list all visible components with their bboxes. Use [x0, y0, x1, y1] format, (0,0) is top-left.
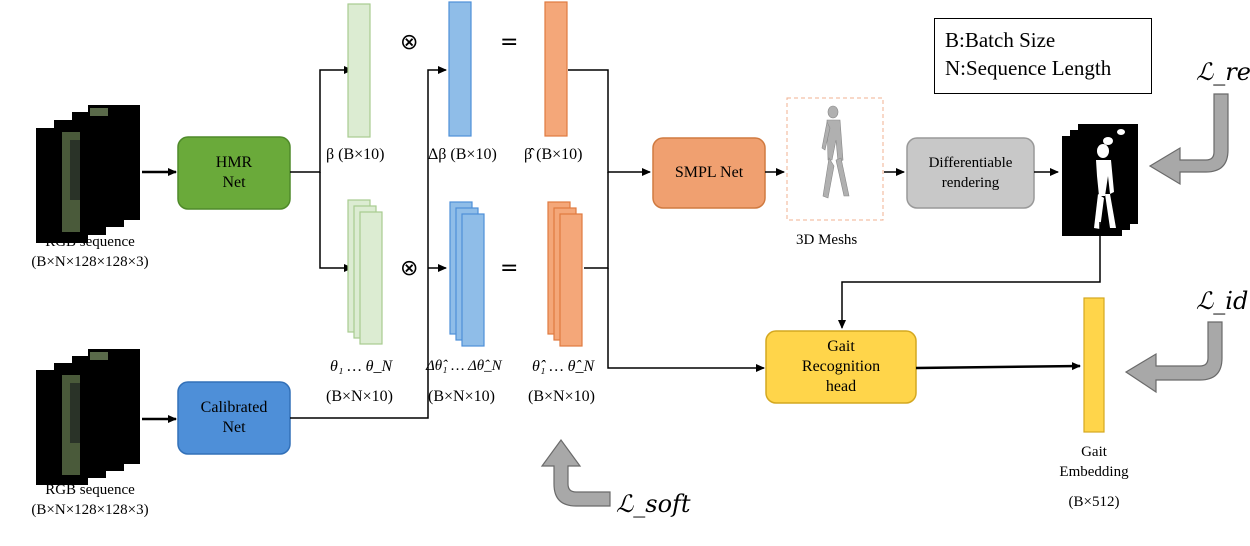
- mesh-image-frame: [786, 97, 884, 221]
- gait-embedding-label: Gait Embedding (B×512): [1059, 444, 1129, 510]
- delta-theta-vector-stack: [449, 201, 485, 347]
- id-loss-label: ℒ_id: [1196, 287, 1249, 315]
- arrow-theta-hat-to-gait-head: [607, 268, 765, 372]
- delta-beta-label: Δβ (B×10): [428, 146, 497, 163]
- theta-vector-stack: [347, 199, 383, 345]
- equals-operator-bottom: =: [500, 256, 519, 281]
- theta-shape-label: (B×N×10): [326, 388, 393, 405]
- rgb-sequence-bottom-label: RGB sequence (B×N×128×128×3): [31, 482, 149, 518]
- id-loss-arrow: [1124, 321, 1223, 394]
- differentiable-rendering-label: Differentiable rendering: [928, 155, 1013, 191]
- gait-embedding-vector: [1083, 297, 1105, 433]
- arrow-calibrated-to-delta-beta: [290, 66, 447, 419]
- human-mesh-figure: [821, 105, 850, 199]
- rec-loss-arrow: [1148, 93, 1229, 186]
- beta-hat-vector: [544, 1, 568, 137]
- rgb-sequence-bottom-image: [36, 349, 140, 485]
- rgb-sequence-top-image: [36, 105, 140, 243]
- legend-sequence-length: N:Sequence Length: [945, 56, 1112, 80]
- hmr-net-label: HMR Net: [215, 154, 253, 191]
- arrow-hmr-to-theta: [319, 172, 353, 272]
- line-theta-hat-to-smpl: [584, 172, 609, 269]
- meshes-label: 3D Meshs: [796, 232, 858, 248]
- rgb-sequence-top-label: RGB sequence (B×N×128×128×3): [31, 234, 149, 270]
- theta-hat-vector-stack: [547, 201, 583, 347]
- smpl-net-label: SMPL Net: [674, 164, 744, 181]
- delta-theta-label: Δθ̂₁ … Δθ̂_N: [426, 358, 502, 374]
- soft-loss-arrow: [540, 438, 611, 507]
- beta-label: β (B×10): [326, 146, 385, 163]
- arrow-gait-head-to-embedding: [915, 362, 1081, 371]
- arrow-silhouette-to-gait-head: [838, 222, 1101, 329]
- legend-box: B:Batch Size N:Sequence Length: [934, 18, 1152, 94]
- arrow-hmr-to-beta: [290, 66, 353, 173]
- soft-loss-label: ℒ_soft: [616, 490, 691, 518]
- rec-loss-label: ℒ_rec: [1196, 58, 1250, 86]
- delta-theta-shape-label: (B×N×10): [428, 388, 495, 405]
- hmr-net-box: [177, 136, 291, 210]
- smpl-net-box: [652, 137, 766, 209]
- theta-hat-label: θ̂₁ … θ̂_N: [532, 358, 595, 375]
- delta-beta-vector: [448, 1, 472, 137]
- beta-vector: [347, 3, 371, 138]
- theta-label: θ₁ … θ_N: [330, 358, 393, 375]
- gait-recognition-head-label: Gait Recognition head: [801, 338, 881, 395]
- beta-hat-label: β̂ (B×10): [524, 146, 583, 163]
- calibrated-net-label: Calibrated Net: [200, 399, 268, 436]
- theta-hat-shape-label: (B×N×10): [528, 388, 595, 405]
- multiply-operator-bottom: ⊗: [400, 256, 419, 281]
- arrow-beta-hat-to-smpl: [568, 69, 651, 176]
- silhouette-image-stack: [1062, 124, 1138, 236]
- differentiable-rendering-box: [906, 137, 1035, 209]
- equals-operator-top: =: [500, 30, 519, 55]
- legend-batch-size: B:Batch Size: [945, 28, 1056, 52]
- multiply-operator-top: ⊗: [400, 30, 419, 55]
